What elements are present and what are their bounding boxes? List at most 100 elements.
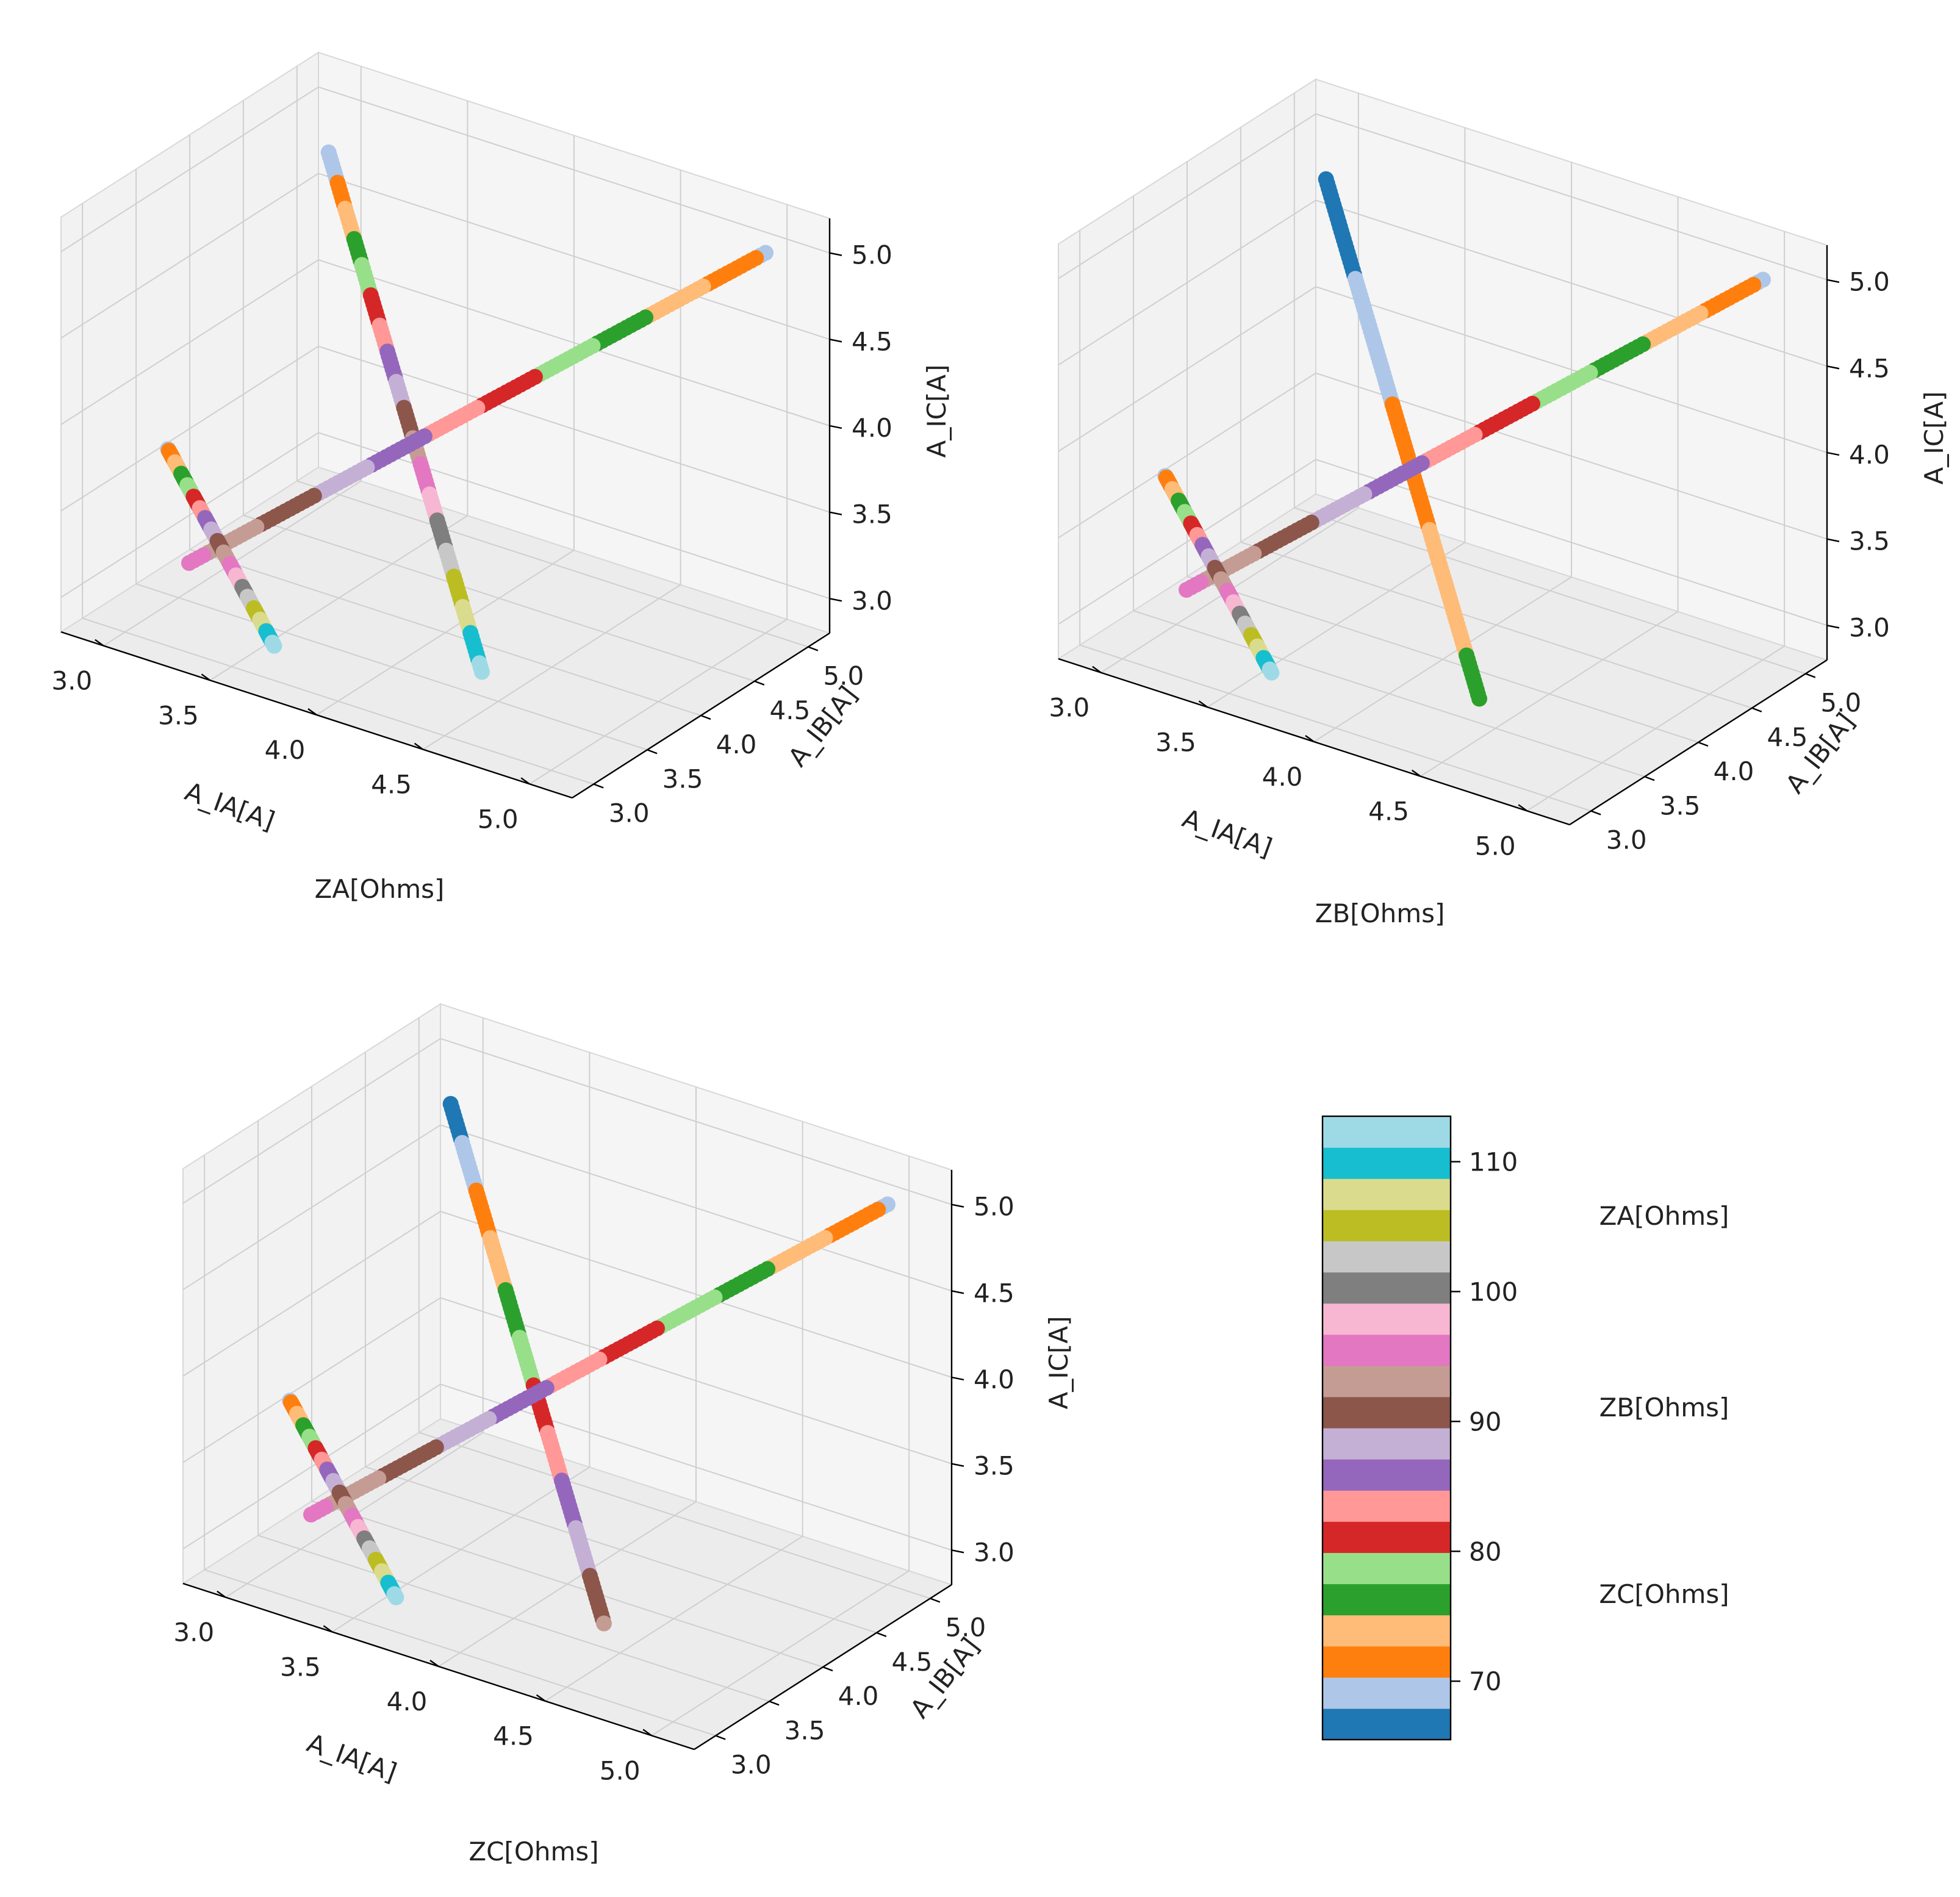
gridline <box>1420 611 1679 777</box>
gridline <box>1315 113 1828 281</box>
x-tick-mark <box>642 1729 652 1737</box>
z-tick-mark <box>829 511 842 515</box>
x-tick-label: 3.5 <box>1155 727 1196 757</box>
y-tick-mark <box>715 1735 726 1740</box>
gridline <box>1240 541 1753 709</box>
gridline <box>1526 645 1785 812</box>
subplot-za: 3.0 3.0 3.0 3.5 3.5 3.5 4.0 4.0 4.0 4.5 4.5 4.5 5.0 5… <box>51 51 952 904</box>
x-tick-mark <box>536 1694 546 1702</box>
subplot-zc: 3.0 3.0 3.0 3.5 3.5 3.5 4.0 4.0 4.0 4.5 4.5 4.5 5.0 5… <box>173 1003 1074 1867</box>
gridline <box>440 1124 952 1292</box>
data-point <box>474 664 490 680</box>
colorbar-tick-label: 80 <box>1469 1537 1501 1566</box>
y-tick-label: 5.0 <box>1820 688 1861 718</box>
y-axis-label: A_IB[A] <box>904 1632 985 1723</box>
y-tick-label: 5.0 <box>823 661 864 691</box>
colorbar-tick-label: 110 <box>1469 1147 1518 1177</box>
colorbar-swatch <box>1323 1272 1451 1304</box>
colorbar-swatch <box>1323 1210 1451 1241</box>
y-tick-label: 4.0 <box>1714 756 1754 786</box>
gridline <box>296 480 809 648</box>
z-tick-mark <box>951 1376 964 1381</box>
z-tick-label: 5.0 <box>1849 267 1890 297</box>
y-tick-label: 4.0 <box>838 1681 879 1711</box>
y-tick-mark <box>876 1632 887 1637</box>
gridline <box>1058 286 1316 452</box>
data-point <box>596 1615 612 1632</box>
y-tick-mark <box>1751 707 1762 712</box>
x-tick-mark <box>1518 804 1527 812</box>
x-tick-mark <box>1198 700 1208 708</box>
z-tick-label: 4.0 <box>1849 440 1890 470</box>
z-tick-mark <box>829 252 842 256</box>
z-tick-mark <box>1826 451 1840 456</box>
gridline <box>318 259 830 426</box>
z-tick-label: 3.0 <box>852 586 892 615</box>
colorbar-tick-label: 100 <box>1469 1277 1518 1307</box>
x-tick-label: 4.5 <box>493 1721 534 1751</box>
y-tick-label: 3.5 <box>1660 791 1701 820</box>
gridline <box>1058 113 1316 279</box>
z-tick-mark <box>951 1290 964 1294</box>
x-tick-label: 3.0 <box>173 1618 214 1648</box>
colorbar-swatch <box>1323 1396 1451 1429</box>
gridline <box>651 1570 910 1737</box>
z-tick-label: 3.0 <box>1849 612 1890 642</box>
z-tick-label: 5.0 <box>852 240 892 270</box>
y-tick-mark <box>1644 776 1655 781</box>
x-tick-mark <box>307 708 317 715</box>
colorbar-label: ZC[Ohms] <box>1599 1579 1729 1609</box>
colorbar-swatch <box>1323 1521 1451 1553</box>
data-point <box>181 555 197 571</box>
subplot-title: ZB[Ohms] <box>1315 898 1445 928</box>
z-tick-mark <box>1826 279 1840 283</box>
data-point <box>1263 664 1280 681</box>
colorbar-swatch <box>1323 1646 1451 1678</box>
data-point <box>1179 582 1194 598</box>
gridline <box>60 86 319 253</box>
gridline <box>545 1535 803 1702</box>
data-point <box>266 637 282 654</box>
gridline <box>311 1501 824 1668</box>
gridline <box>1315 286 1828 453</box>
y-tick-label: 5.0 <box>945 1613 986 1643</box>
gridline <box>1294 507 1806 675</box>
y-tick-label: 3.0 <box>731 1750 772 1780</box>
colorbar-tick-label: 90 <box>1469 1407 1501 1436</box>
subplot-title: ZC[Ohms] <box>468 1837 598 1867</box>
gridline <box>182 1211 441 1377</box>
subplot-title: ZA[Ohms] <box>315 874 445 904</box>
z-tick-label: 4.5 <box>1849 353 1890 383</box>
z-tick-label: 4.5 <box>974 1278 1014 1308</box>
colorbar: 70 80 90 100 110 ZA[Ohms] ZB[Ohms] ZC[Ohms] <box>1321 1115 1729 1741</box>
colorbar-swatch <box>1323 1178 1451 1210</box>
x-tick-label: 4.0 <box>1262 762 1303 792</box>
gridline <box>60 173 319 339</box>
subplot-zb: 3.0 3.0 3.0 3.5 3.5 3.5 4.0 4.0 4.0 4.5 4.5 4.5 5.0 5… <box>1049 78 1949 928</box>
z-tick-label: 3.5 <box>1849 526 1890 556</box>
colorbar-swatch <box>1323 1459 1451 1491</box>
z-tick-mark <box>829 425 842 429</box>
colorbar-swatch <box>1323 1303 1451 1335</box>
colorbar-swatch <box>1323 1552 1451 1585</box>
z-tick-label: 3.0 <box>974 1537 1014 1567</box>
x-tick-mark <box>323 1625 333 1633</box>
y-tick-label: 3.0 <box>609 798 650 828</box>
y-tick-label: 3.0 <box>1606 825 1647 855</box>
gridline <box>418 1432 931 1599</box>
z-tick-label: 3.5 <box>974 1451 1014 1481</box>
data-point <box>1471 690 1487 707</box>
x-tick-mark <box>429 1660 439 1667</box>
z-tick-label: 3.5 <box>852 500 892 529</box>
colorbar-label: ZB[Ohms] <box>1599 1393 1729 1422</box>
gridline <box>423 584 681 750</box>
z-tick-mark <box>951 1463 964 1467</box>
y-tick-label: 4.5 <box>770 695 811 725</box>
gridline <box>1315 199 1828 367</box>
x-tick-label: 5.0 <box>600 1755 641 1785</box>
gridline <box>243 514 755 682</box>
x-tick-label: 3.0 <box>51 666 92 696</box>
x-tick-label: 4.5 <box>1368 797 1409 827</box>
x-tick-label: 4.0 <box>265 735 306 765</box>
gridline <box>1058 199 1316 366</box>
